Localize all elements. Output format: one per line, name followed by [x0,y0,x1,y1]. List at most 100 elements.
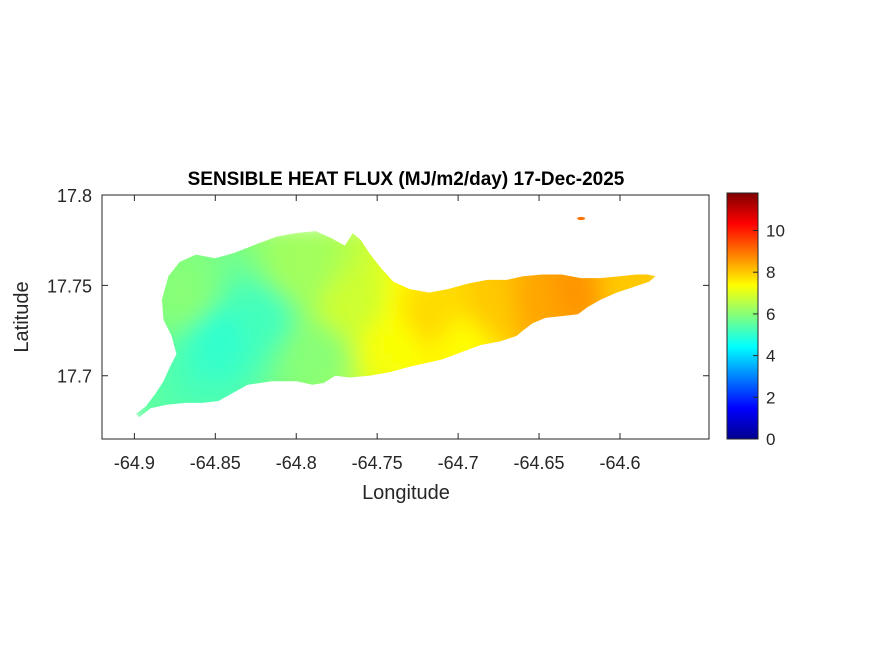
flux-cell [528,272,538,283]
flux-cell [195,416,205,418]
flux-cell [600,272,610,283]
flux-cell [330,308,340,319]
x-tick-label: -64.65 [514,453,565,473]
colorbar-tick-label: 8 [766,263,775,282]
flux-cell [591,362,601,373]
flux-cell [195,371,205,382]
flux-cell [510,416,520,418]
flux-cell [159,254,169,265]
flux-cell [591,299,601,310]
flux-cell [501,335,511,346]
flux-cell [150,362,160,373]
flux-cell [339,353,349,364]
flux-cell [600,254,610,265]
flux-cell [321,245,331,256]
flux-cell [474,362,484,373]
flux-cell [177,407,187,418]
flux-cell [636,317,646,328]
flux-cell [510,344,520,355]
flux-cell [303,290,313,301]
flux-cell [537,308,547,319]
islet-mark [577,216,586,221]
flux-cell [636,389,646,400]
flux-cell [447,290,457,301]
flux-cell [294,407,304,418]
flux-cell [312,344,322,355]
flux-cell [645,362,655,373]
x-tick-label: -64.75 [352,453,403,473]
flux-cell [447,344,457,355]
flux-cell [636,231,646,238]
flux-cell [546,308,556,319]
flux-cell [366,362,376,373]
flux-cell [366,299,376,310]
flux-cell [564,245,574,256]
flux-cell [627,290,637,301]
flux-cell [564,344,574,355]
flux-cell [546,281,556,292]
flux-cell [159,362,169,373]
flux-cell [555,290,565,301]
flux-cell [465,263,475,274]
flux-cell [510,281,520,292]
flux-cell [411,263,421,274]
flux-cell [330,335,340,346]
flux-cell [573,236,583,247]
flux-cell [267,308,277,319]
flux-cell [600,407,610,418]
flux-cell [177,362,187,373]
flux-cell [321,380,331,391]
flux-cell [573,254,583,265]
flux-cell [366,326,376,337]
flux-cell [357,317,367,328]
flux-cell [213,245,223,256]
flux-cell [501,245,511,256]
flux-cell [177,317,187,328]
flux-cell [546,317,556,328]
flux-cell [249,254,259,265]
flux-cell [636,281,646,292]
flux-cell [447,308,457,319]
flux-cell [618,231,628,238]
flux-cell [276,231,286,238]
flux-cell [402,398,412,409]
flux-cell [456,245,466,256]
flux-cell [303,362,313,373]
flux-cell [438,362,448,373]
flux-cell [609,236,619,247]
flux-cell [141,308,151,319]
flux-cell [591,344,601,355]
flux-cell [402,272,412,283]
flux-cell [636,272,646,283]
flux-cell [231,254,241,265]
flux-cell [213,389,223,400]
flux-cell [285,308,295,319]
flux-cell [150,290,160,301]
flux-cell [627,317,637,328]
flux-cell [582,308,592,319]
flux-cell [501,299,511,310]
flux-cell [654,398,656,409]
flux-cell [645,245,655,256]
flux-cell [312,308,322,319]
flux-cell [528,308,538,319]
flux-cell [591,371,601,382]
flux-cell [321,335,331,346]
flux-cell [501,362,511,373]
flux-cell [627,407,637,418]
flux-cell [195,380,205,391]
flux-cell [195,344,205,355]
flux-cell [591,308,601,319]
flux-cell [609,290,619,301]
flux-cell [438,254,448,265]
flux-cell [600,362,610,373]
flux-cell [213,299,223,310]
flux-cell [375,236,385,247]
flux-cell [186,231,196,238]
flux-cell [294,344,304,355]
flux-cell [240,272,250,283]
flux-cell [177,236,187,247]
flux-cell [330,254,340,265]
flux-cell [240,281,250,292]
flux-cell [465,290,475,301]
